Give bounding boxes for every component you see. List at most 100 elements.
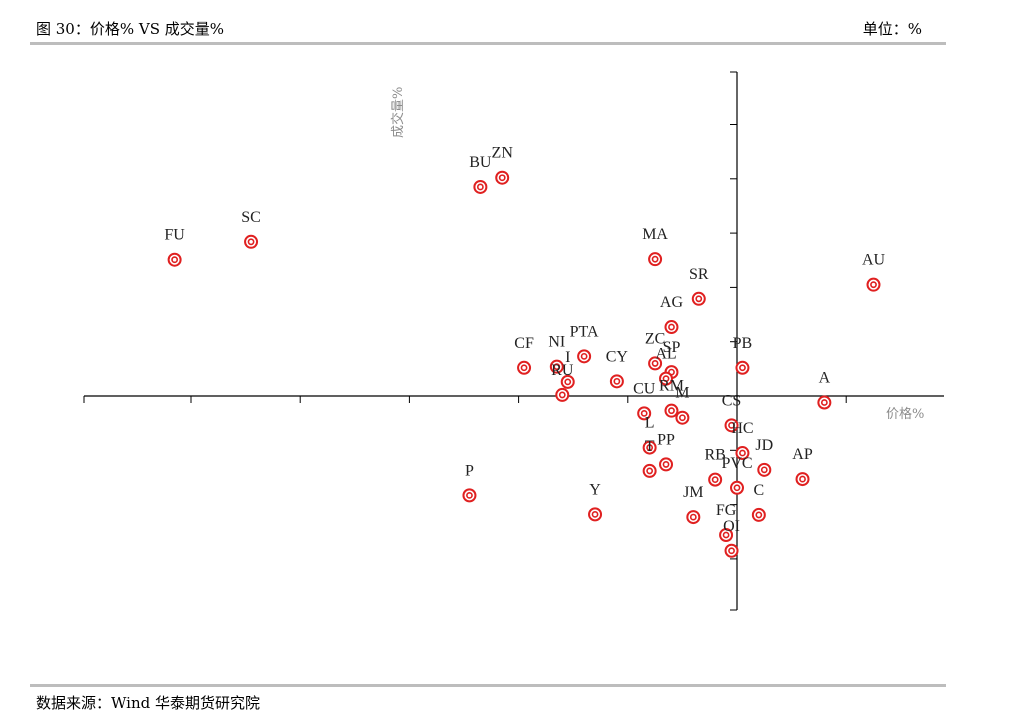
point-label: L (645, 415, 655, 432)
point-cu: CU (633, 380, 656, 421)
point-label: P (465, 462, 474, 479)
point-ag: AG (660, 294, 684, 335)
point-marker-core (760, 466, 768, 474)
point-label: AP (792, 446, 813, 463)
point-al: AL (655, 346, 677, 386)
point-label: PTA (570, 323, 599, 340)
point-label: HC (731, 420, 753, 437)
point-marker-core (651, 360, 659, 367)
point-marker-core (689, 513, 697, 521)
source-note: 数据来源：Wind 华泰期货研究院 (36, 694, 260, 712)
point-label: RB (704, 447, 725, 464)
point-marker (724, 418, 739, 433)
point-marker (642, 440, 657, 455)
point-label: PP (657, 431, 675, 448)
point-marker-core (662, 461, 670, 468)
point-marker-core (247, 238, 255, 246)
point-fg: FG (716, 502, 737, 543)
point-label: M (675, 385, 689, 402)
point-marker (730, 480, 744, 495)
point-marker-core (613, 377, 621, 385)
point-marker (735, 446, 750, 461)
point-marker-core (695, 295, 703, 303)
point-marker-core (728, 547, 735, 555)
point-label: T (645, 438, 655, 455)
point-label: RU (551, 362, 574, 379)
point-marker (167, 252, 182, 267)
bottom-divider (30, 684, 946, 687)
point-marker (609, 374, 624, 389)
point-marker-core (668, 407, 675, 415)
point-label: ZC (645, 330, 665, 347)
point-zn: ZN (492, 145, 513, 185)
point-marker (648, 356, 663, 371)
point-label: A (819, 370, 831, 387)
point-marker-core (553, 363, 561, 371)
point-marker (708, 472, 723, 487)
point-marker (648, 252, 663, 267)
point-marker-core (466, 491, 473, 499)
point-marker-core (520, 364, 528, 372)
point-label: FG (716, 502, 737, 519)
point-marker (675, 410, 690, 425)
chart-title: 图 30：价格% VS 成交量% (36, 20, 225, 38)
point-sr: SR (689, 266, 709, 306)
point-marker-core (646, 467, 654, 475)
point-marker (659, 457, 674, 472)
x-axis-label: 价格% (886, 406, 924, 422)
point-rm: RM (659, 378, 684, 418)
point-label: RM (659, 378, 684, 395)
point-marker (751, 507, 766, 522)
point-marker (642, 463, 657, 478)
point-marker (555, 387, 570, 402)
point-marker-core (476, 183, 484, 191)
point-label: PB (733, 335, 753, 352)
point-label: CF (514, 335, 534, 352)
point-c: C (751, 482, 766, 522)
point-marker (686, 510, 701, 525)
point-marker (637, 406, 652, 421)
point-marker (244, 234, 259, 249)
point-label: CU (633, 380, 656, 397)
point-label: SP (663, 339, 681, 356)
point-label: CS (722, 392, 742, 409)
point-marker (462, 488, 477, 503)
point-pb: PB (733, 335, 753, 375)
point-label: AG (660, 294, 684, 311)
point-rb: RB (704, 447, 726, 487)
point-label: FU (164, 227, 185, 244)
point-marker (735, 360, 750, 375)
point-marker (517, 360, 532, 375)
point-label: OI (723, 518, 740, 535)
point-hc: HC (731, 420, 754, 461)
point-marker-core (739, 449, 746, 457)
point-marker-core (820, 399, 828, 406)
point-label: Y (589, 481, 601, 498)
point-marker (549, 359, 564, 374)
unit-label: 单位：% (862, 20, 922, 38)
point-zc: ZC (645, 330, 665, 371)
point-label: SR (689, 266, 709, 283)
point-y: Y (588, 481, 603, 522)
point-m: M (675, 385, 690, 425)
point-label: JD (755, 437, 773, 454)
point-marker-core (728, 421, 735, 429)
point-marker-core (651, 255, 659, 263)
point-marker-core (722, 531, 730, 539)
point-marker (588, 507, 603, 522)
point-marker (866, 277, 881, 292)
point-cy: CY (606, 348, 628, 389)
point-label: NI (548, 334, 565, 351)
point-marker-core (799, 475, 806, 483)
x-ticks (83, 396, 847, 403)
point-marker (817, 395, 832, 410)
point-t: T (642, 438, 657, 478)
point-marker-core (739, 364, 746, 372)
point-jd: JD (755, 437, 773, 477)
point-label: AU (862, 252, 886, 269)
point-marker (795, 472, 810, 487)
point-bu: BU (469, 154, 492, 194)
point-marker-core (679, 414, 686, 422)
point-marker (473, 179, 488, 194)
